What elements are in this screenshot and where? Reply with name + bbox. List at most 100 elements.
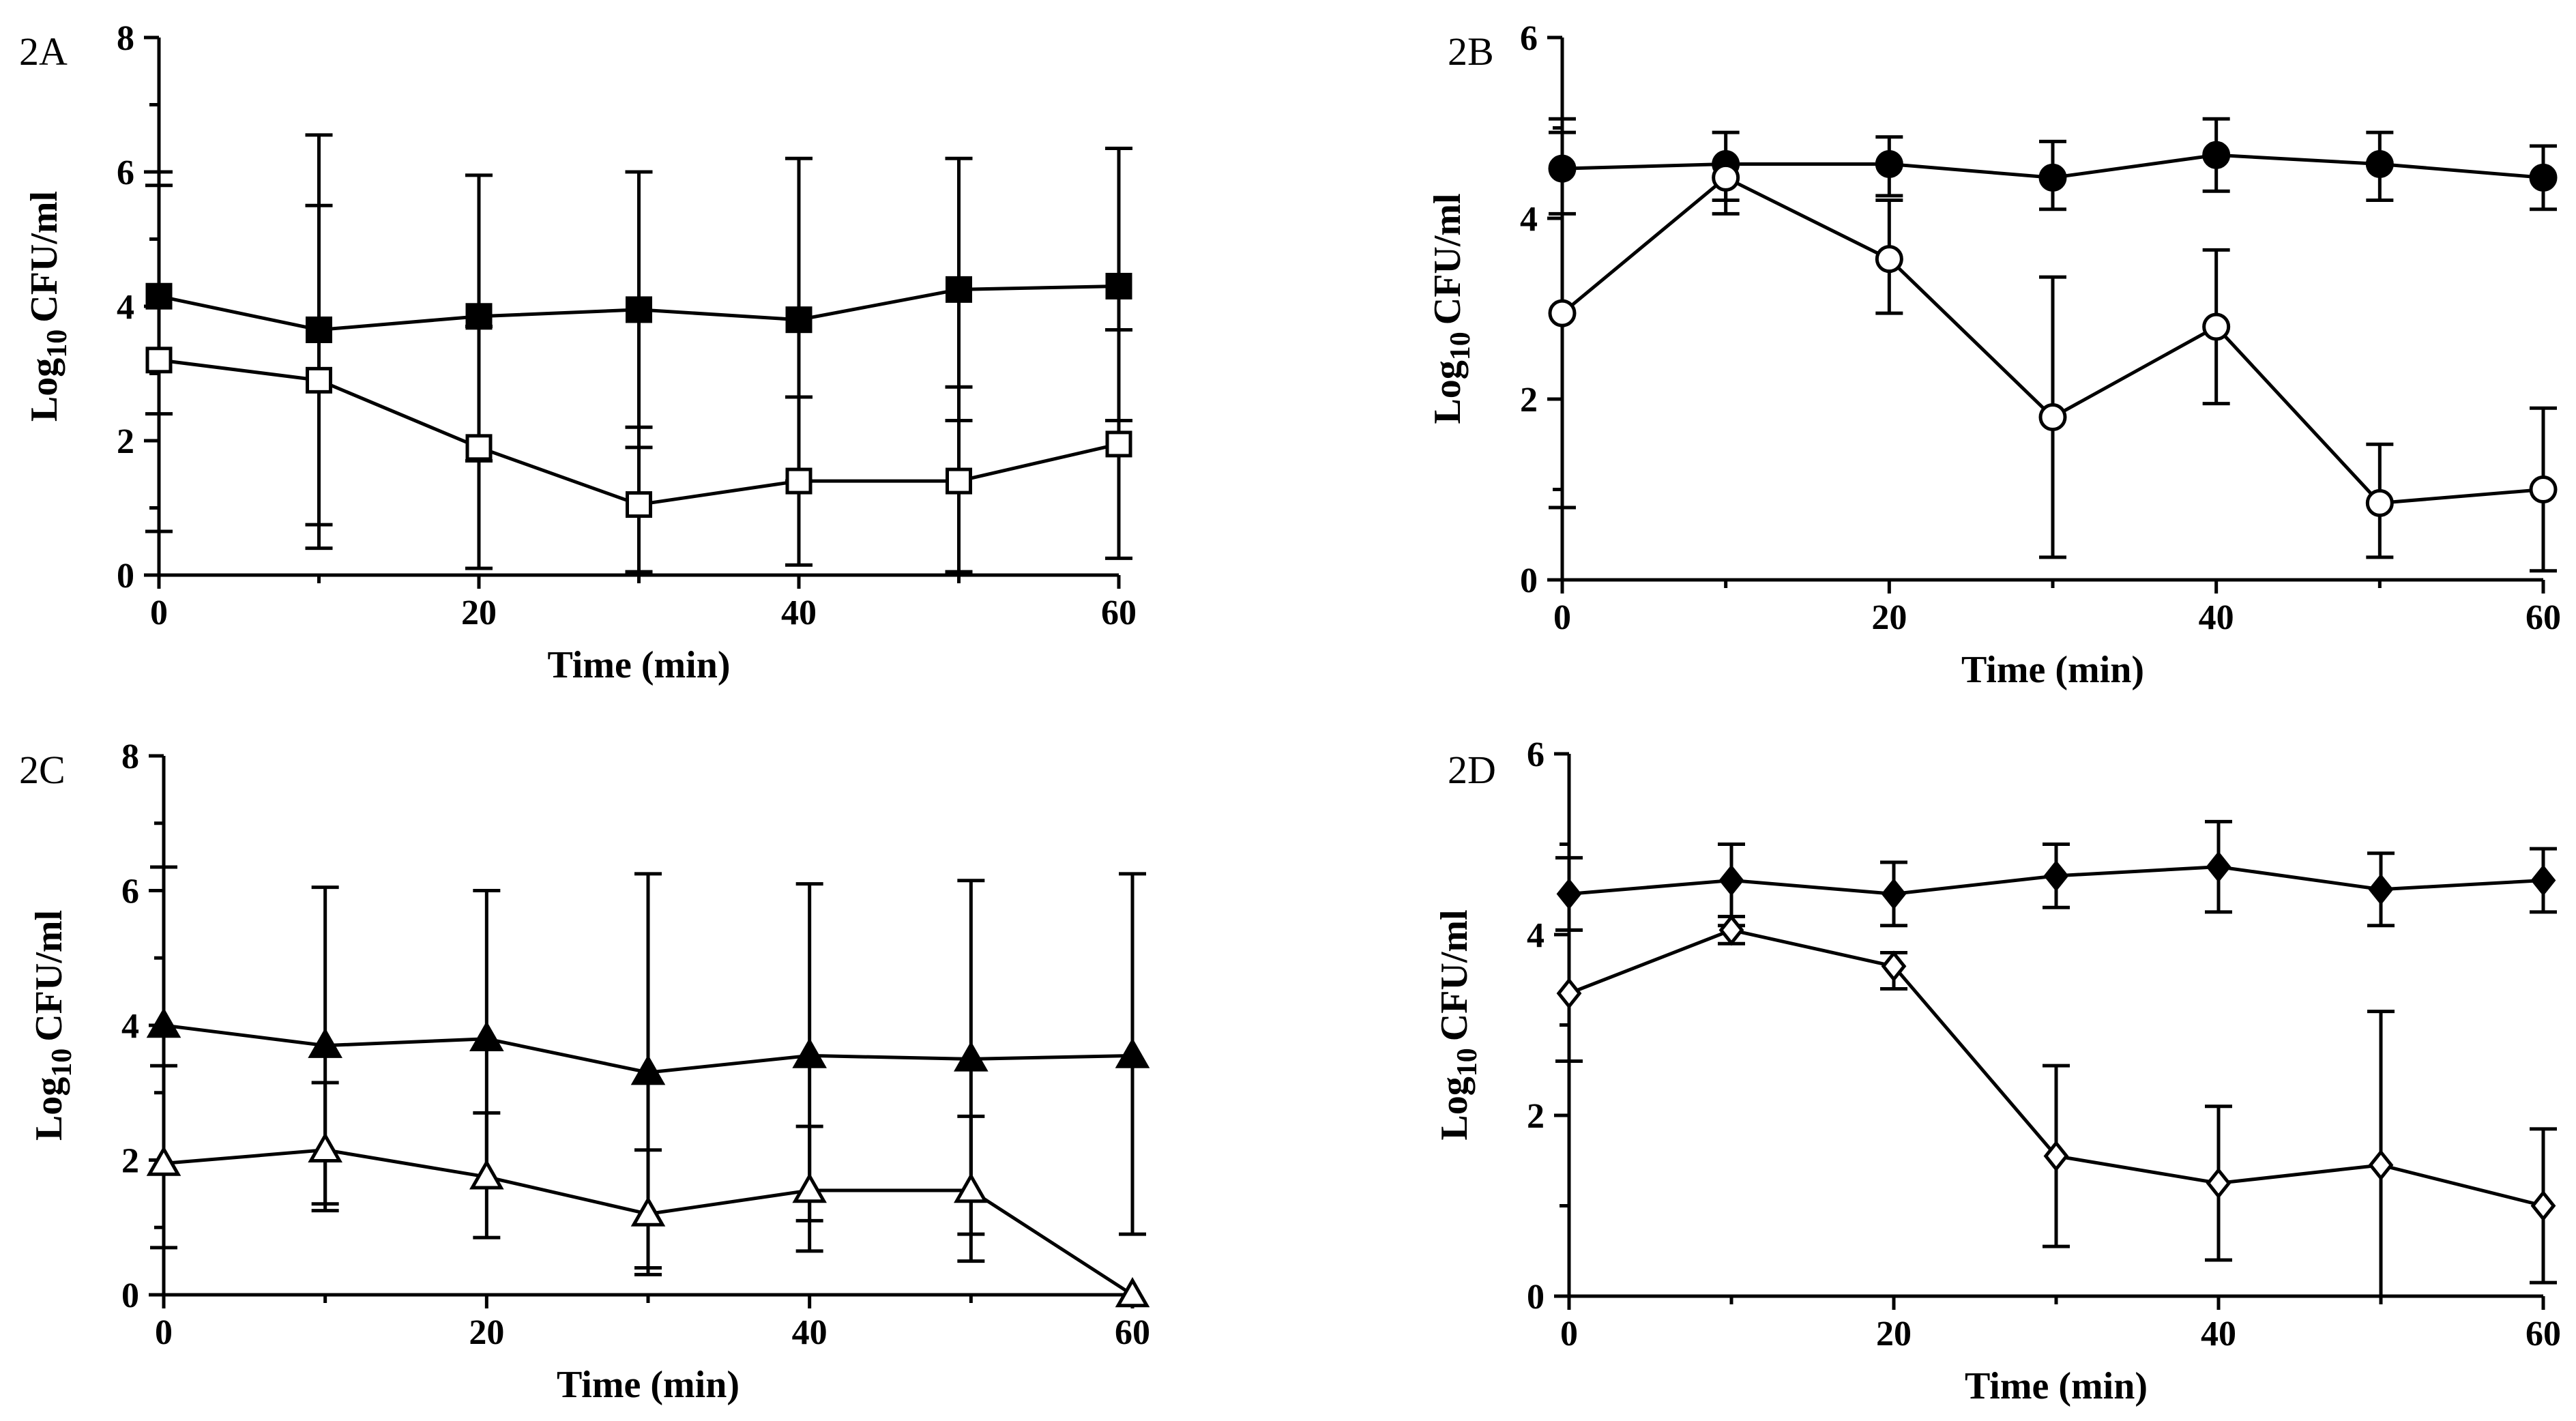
data-point — [2365, 150, 2394, 178]
series-square-open — [145, 170, 1132, 574]
data-point — [146, 1007, 181, 1038]
x-axis-title: Time (min) — [1965, 1365, 2148, 1407]
x-tick-label: 60 — [2526, 1315, 2561, 1353]
x-tick-label: 60 — [1115, 1313, 1150, 1352]
y-axis-title: Log10CFU/ml — [28, 910, 78, 1141]
x-tick-label: 0 — [1553, 598, 1571, 637]
x-tick-label: 40 — [781, 594, 817, 632]
y-tick-label: 8 — [117, 19, 134, 58]
data-point — [1881, 878, 1907, 910]
data-point — [2530, 864, 2556, 896]
x-tick-label: 20 — [1871, 598, 1907, 637]
y-tick-label: 2 — [117, 422, 134, 461]
x-tick-label: 0 — [150, 594, 168, 632]
data-point — [2206, 1167, 2231, 1199]
y-axis-title: Log10CFU/ml — [1426, 193, 1476, 424]
data-point — [2530, 1190, 2556, 1222]
data-point — [1718, 914, 1744, 946]
data-point — [1718, 864, 1744, 896]
data-point — [946, 276, 972, 303]
y-axis-title: Log10CFU/ml — [1433, 909, 1483, 1140]
y-tick-label: 2 — [1527, 1097, 1545, 1136]
y-tick-label: 6 — [1520, 19, 1538, 58]
data-point — [465, 303, 493, 330]
x-tick-label: 40 — [792, 1313, 828, 1352]
x-tick-label: 20 — [461, 594, 497, 632]
x-tick-label: 20 — [1876, 1315, 1912, 1353]
y-tick-label: 4 — [1527, 916, 1545, 955]
data-point — [2202, 141, 2231, 169]
data-point — [2368, 1149, 2394, 1181]
data-point — [2368, 873, 2394, 905]
y-tick-label: 6 — [121, 873, 139, 911]
data-point — [146, 1145, 181, 1176]
data-point — [1556, 878, 1582, 910]
x-axis-title: Time (min) — [547, 644, 730, 686]
data-point — [626, 491, 652, 518]
data-point — [306, 366, 332, 394]
data-point — [2202, 312, 2231, 341]
series-diamond-open — [1555, 914, 2557, 1298]
data-point — [2043, 860, 2069, 892]
data-point — [1105, 430, 1132, 458]
data-point — [626, 296, 652, 323]
data-point — [1712, 163, 1740, 192]
panel-2A: 2A 0 2 4 6 8 0 20 40 60 Time (min) Log10CFU/ml — [19, 19, 1137, 686]
data-point — [1105, 272, 1132, 299]
data-point — [469, 1159, 504, 1190]
data-point — [469, 1021, 504, 1051]
x-axis-title: Time (min) — [1961, 649, 2144, 691]
data-point — [785, 306, 813, 334]
x-tick-label: 40 — [2201, 1315, 2236, 1353]
series-circle-open — [1548, 130, 2558, 573]
data-point — [792, 1172, 827, 1203]
y-tick-label: 4 — [121, 1007, 139, 1046]
data-point — [308, 1027, 342, 1058]
y-axis-title: Log10CFU/ml — [23, 191, 73, 422]
x-axis-title: Time (min) — [557, 1364, 740, 1406]
data-point — [2043, 1140, 2069, 1172]
data-point — [2038, 403, 2067, 431]
y-tick-label: 0 — [121, 1276, 139, 1315]
data-point — [465, 434, 493, 461]
data-point — [946, 467, 972, 495]
y-tick-label: 4 — [117, 288, 134, 327]
data-point — [954, 1041, 989, 1072]
data-point — [2529, 163, 2558, 192]
y-tick-label: 6 — [1527, 735, 1545, 774]
data-point — [1115, 1276, 1150, 1308]
x-tick-label: 40 — [2199, 598, 2234, 637]
x-tick-label: 60 — [1101, 594, 1137, 632]
data-point — [630, 1055, 666, 1085]
data-point — [2038, 163, 2067, 192]
data-point — [954, 1172, 989, 1203]
data-point — [1881, 950, 1907, 982]
data-point — [630, 1196, 666, 1227]
panel-2C: 2C 0 2 4 6 8 0 20 40 60 Time (min) Log10CFU/ml — [19, 737, 1150, 1406]
data-point — [785, 467, 813, 495]
series-diamond-filled — [1555, 819, 2557, 932]
y-tick-label: 0 — [117, 557, 134, 596]
data-point — [2529, 475, 2558, 503]
data-point — [1875, 150, 1903, 178]
x-tick-label: 0 — [1560, 1315, 1578, 1353]
data-point — [1115, 1038, 1150, 1068]
y-tick-label: 8 — [121, 737, 139, 776]
y-tick-label: 0 — [1520, 561, 1538, 600]
series-triangle-open — [146, 1064, 1150, 1308]
data-point — [2206, 851, 2231, 883]
x-tick-label: 60 — [2526, 598, 2561, 637]
panel-label: 2B — [1448, 29, 1494, 74]
x-tick-label: 0 — [155, 1313, 173, 1352]
panel-label: 2A — [19, 29, 68, 74]
data-point — [2365, 488, 2394, 517]
y-tick-label: 4 — [1520, 200, 1538, 239]
panel-label: 2D — [1448, 748, 1496, 792]
y-tick-label: 6 — [117, 153, 134, 192]
data-point — [1548, 299, 1577, 327]
y-tick-label: 2 — [1520, 381, 1538, 420]
y-tick-label: 2 — [121, 1142, 139, 1181]
data-point — [308, 1132, 342, 1162]
